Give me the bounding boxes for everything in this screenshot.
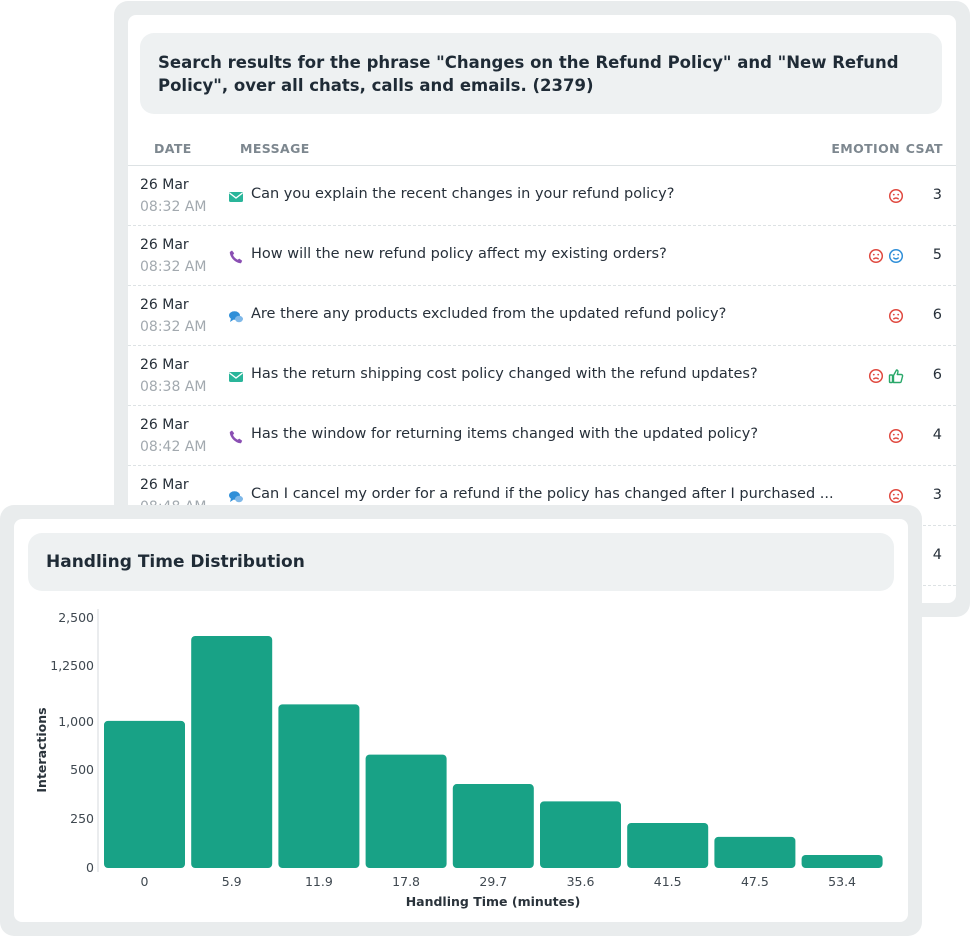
row-csat: 4 [932, 427, 942, 443]
phone-icon [229, 250, 243, 264]
x-tick-label: 29.7 [479, 874, 507, 889]
y-tick-label: 1,2500 [50, 658, 94, 673]
column-header-message[interactable]: MESSAGE [240, 141, 310, 156]
search-results-title: Search results for the phrase "Changes o… [140, 33, 942, 114]
table-row[interactable]: 26 Mar 08:42 AM Has the window for returni… [128, 406, 956, 466]
y-tick-label: 500 [70, 762, 94, 777]
row-date: 26 Mar [140, 477, 189, 493]
histogram-bar [627, 822, 709, 868]
email-icon [229, 192, 243, 202]
channel-indicator [228, 189, 244, 203]
row-csat: 6 [932, 307, 942, 323]
column-header-emotion[interactable]: EMOTION [831, 141, 900, 156]
histogram-bar [452, 784, 534, 868]
x-tick-label: 5.9 [222, 874, 242, 889]
histogram-bar [714, 836, 796, 868]
x-tick-label: 11.9 [305, 874, 333, 889]
row-message[interactable]: Has the window for returning items chang… [251, 426, 759, 442]
row-date: 26 Mar [140, 177, 189, 193]
chat-icon [229, 491, 243, 503]
chart-card: Handling Time Distribution 0 250 500 1,000 1… [0, 505, 922, 936]
email-icon [229, 372, 243, 382]
channel-indicator [228, 369, 244, 383]
histogram-bar [365, 754, 447, 868]
channel-indicator [228, 489, 244, 503]
table-row[interactable]: 26 Mar 08:32 AM Can you explain the recent… [128, 166, 956, 226]
search-results-panel: Search results for the phrase "Changes o… [128, 15, 956, 603]
y-tick-label: 250 [70, 811, 94, 826]
row-emotions [888, 308, 904, 324]
positive-face-icon [888, 248, 904, 264]
x-tick-label: 35.6 [567, 874, 595, 889]
histogram-bar [104, 720, 185, 868]
x-tick-label: 41.5 [654, 874, 682, 889]
negative-face-icon [888, 308, 904, 324]
histogram-bar [801, 855, 883, 868]
y-tick-label: 2,500 [58, 610, 94, 625]
row-time: 08:38 AM [140, 379, 207, 395]
histogram-bar [540, 801, 621, 868]
row-csat: 3 [932, 487, 942, 503]
y-tick-label: 0 [86, 860, 94, 875]
y-axis-title: Interactions [34, 707, 49, 792]
channel-indicator [228, 309, 244, 323]
negative-face-icon [868, 248, 884, 264]
row-message[interactable]: How will the new refund policy affect my… [251, 246, 667, 262]
x-tick-label: 53.4 [828, 874, 856, 889]
channel-indicator [228, 249, 244, 264]
row-date: 26 Mar [140, 357, 189, 373]
negative-face-icon [888, 428, 904, 444]
column-header-date[interactable]: DATE [154, 141, 192, 156]
row-message[interactable]: Can you explain the recent changes in yo… [251, 186, 675, 202]
row-date: 26 Mar [140, 237, 189, 253]
handling-time-chart: 0 250 500 1,000 1,2500 2,500 0 5.9 11.9 17.8 29.7 3… [34, 609, 883, 909]
x-tick-label: 0 [141, 874, 149, 889]
column-header-csat[interactable]: CSAT [905, 141, 943, 156]
chart-title: Handling Time Distribution [28, 533, 894, 591]
header-divider [128, 165, 956, 166]
row-csat: 5 [932, 247, 942, 263]
negative-face-icon [868, 368, 884, 384]
row-date: 26 Mar [140, 417, 189, 433]
row-message[interactable]: Can I cancel my order for a refund if th… [251, 486, 834, 502]
row-csat: 3 [932, 187, 942, 203]
row-emotions [888, 188, 904, 204]
row-time: 08:32 AM [140, 259, 207, 275]
row-message[interactable]: Has the return shipping cost policy chan… [251, 366, 758, 382]
row-emotions [868, 368, 904, 384]
table-row[interactable]: 26 Mar 08:32 AM How will the new refund po… [128, 226, 956, 286]
x-tick-label: 17.8 [392, 874, 420, 889]
row-csat: 6 [932, 367, 942, 383]
histogram-bar [191, 636, 273, 868]
negative-face-icon [888, 188, 904, 204]
table-row[interactable]: 26 Mar 08:38 AM Has the return shipping co… [128, 346, 956, 406]
x-axis-title: Handling Time (minutes) [406, 894, 581, 909]
row-time: 08:32 AM [140, 319, 207, 335]
row-csat: 4 [932, 547, 942, 563]
search-results-card: Search results for the phrase "Changes o… [114, 1, 970, 617]
row-message[interactable]: Are there any products excluded from the… [251, 306, 727, 322]
thumbs-up-icon [888, 369, 904, 384]
row-emotions [888, 488, 904, 504]
phone-icon [229, 430, 243, 444]
row-time: 08:32 AM [140, 199, 207, 215]
y-tick-label: 1,000 [58, 714, 94, 729]
row-date: 26 Mar [140, 297, 189, 313]
table-row[interactable]: 26 Mar 08:32 AM Are there any products exc… [128, 286, 956, 346]
row-emotions [868, 248, 904, 264]
x-tick-label: 47.5 [741, 874, 769, 889]
row-time: 08:42 AM [140, 439, 207, 455]
histogram-bar [278, 704, 360, 868]
row-emotions [888, 428, 904, 444]
negative-face-icon [888, 488, 904, 504]
chat-icon [229, 311, 243, 323]
channel-indicator [228, 429, 244, 444]
